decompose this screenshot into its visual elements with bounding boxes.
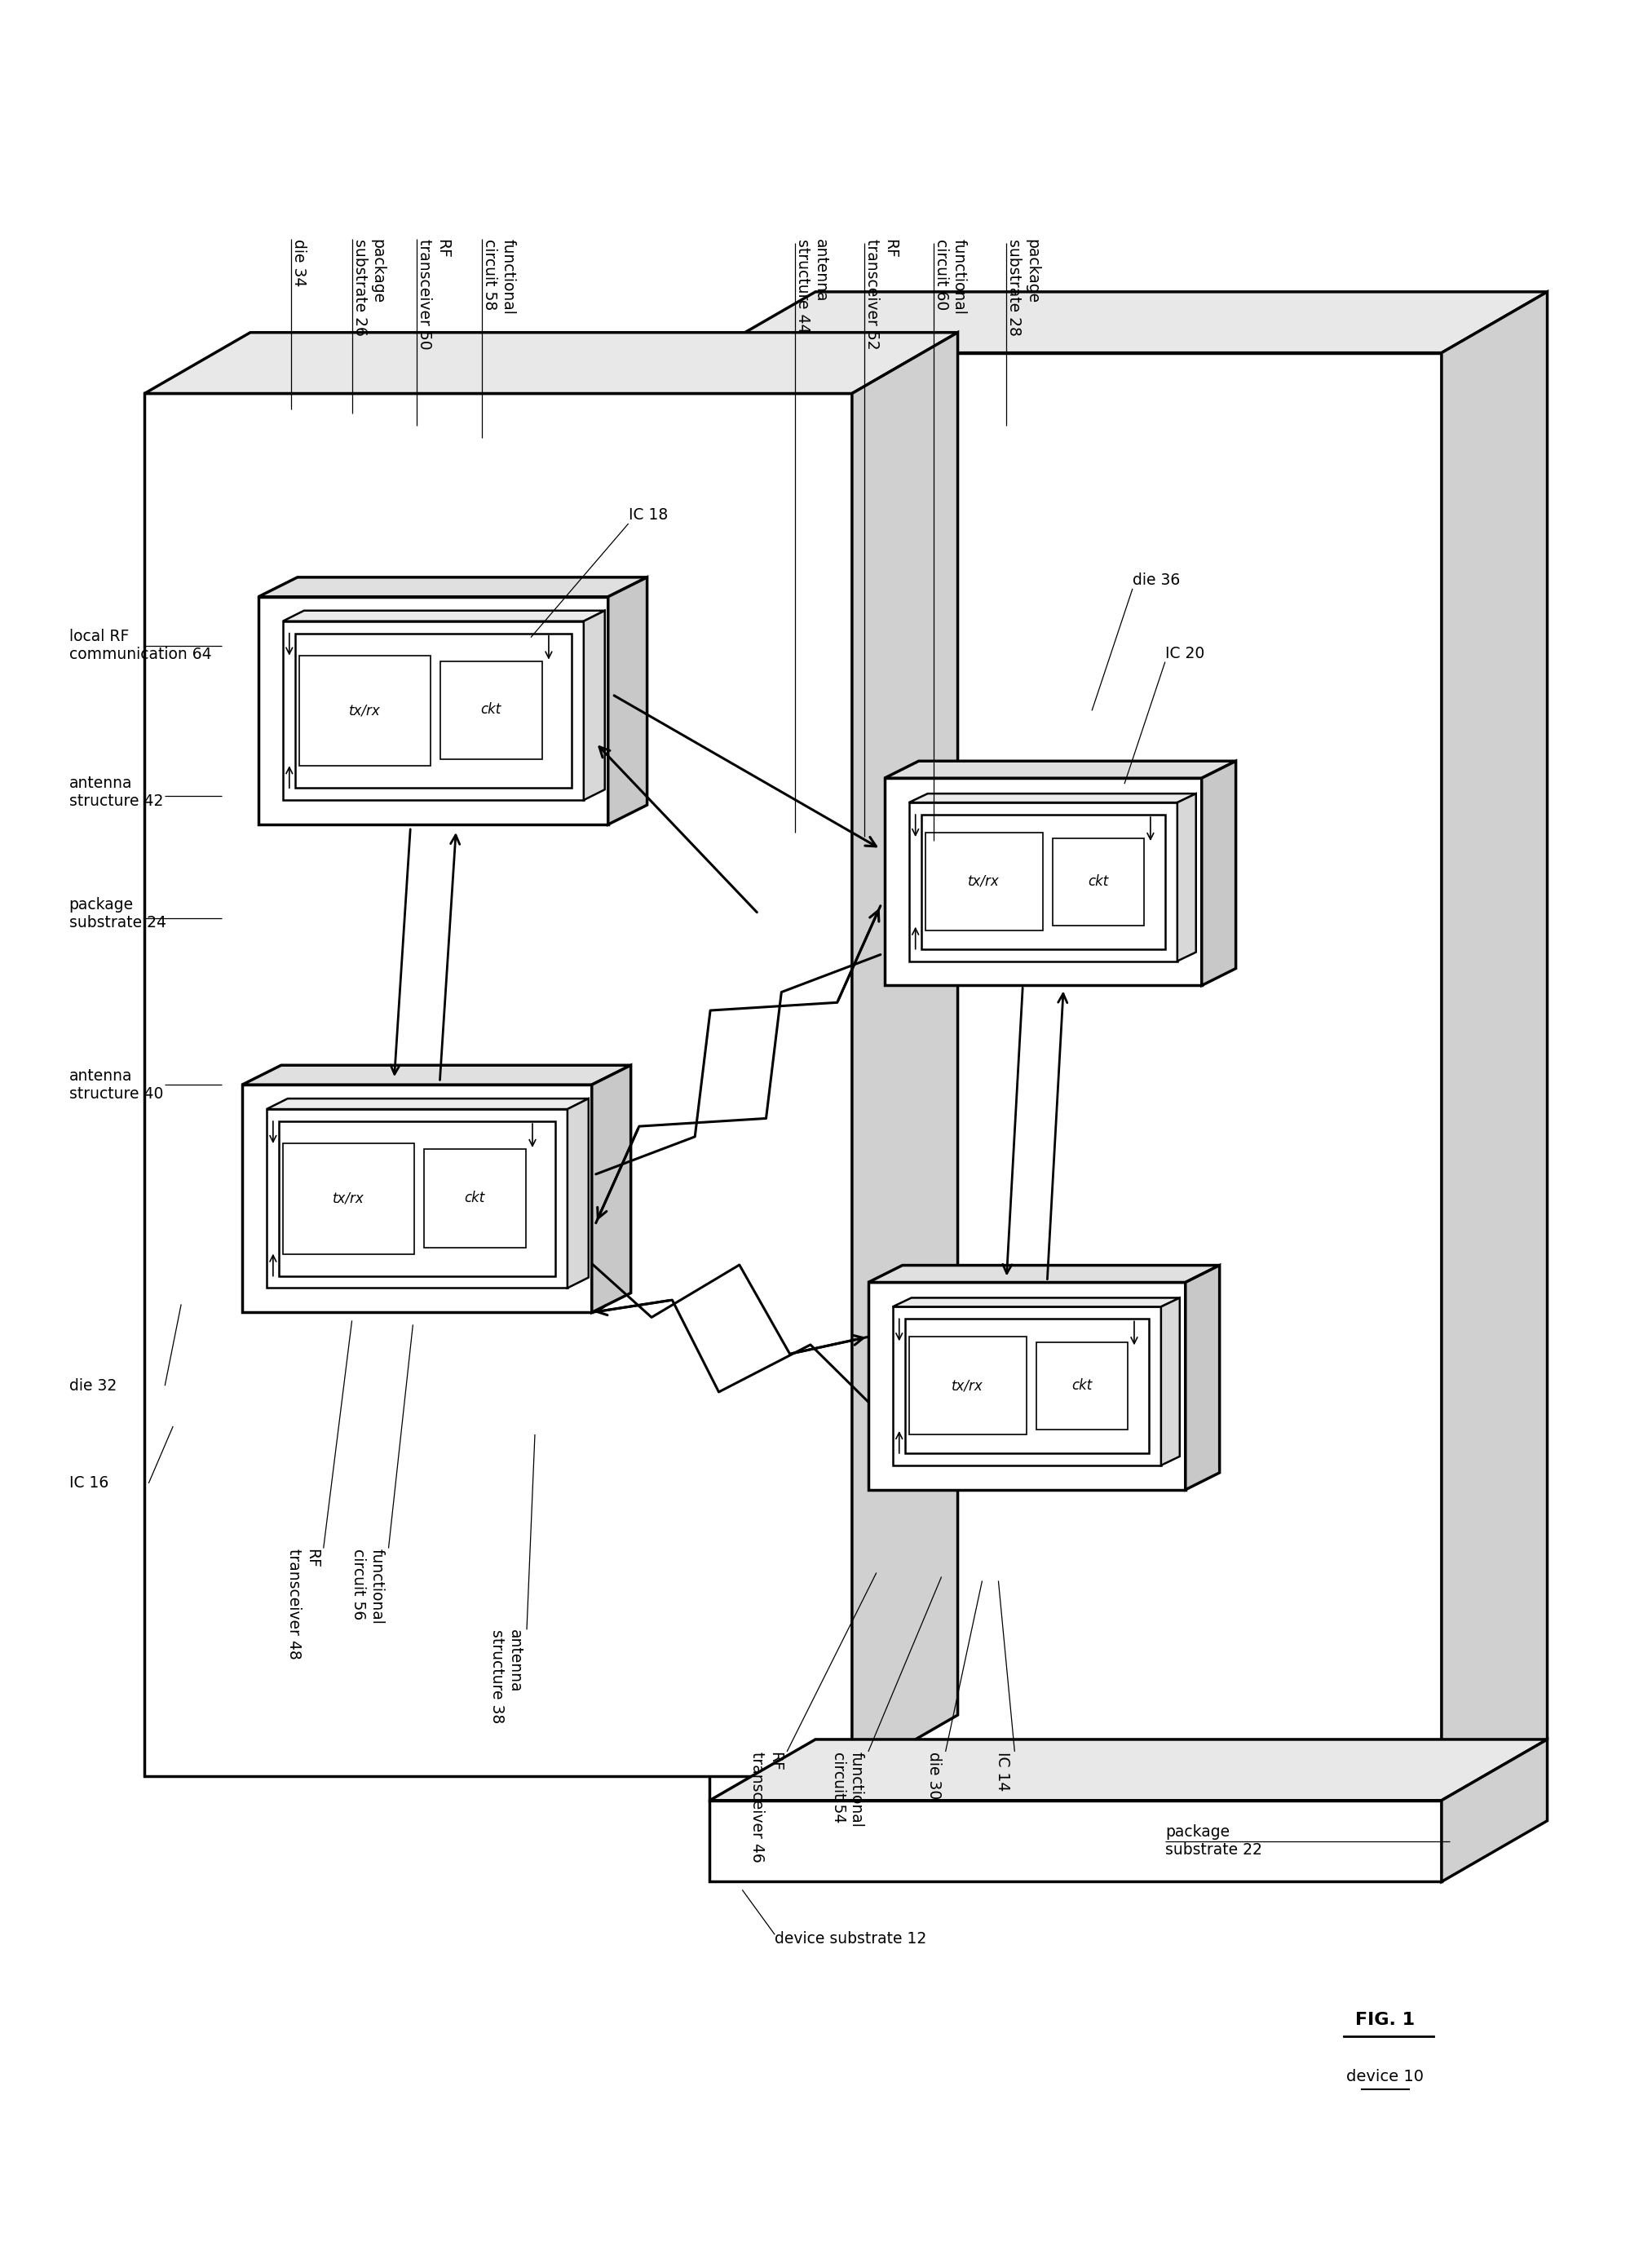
Polygon shape: [591, 1066, 631, 1313]
Text: ckt: ckt: [464, 1190, 486, 1206]
Polygon shape: [892, 1306, 1161, 1466]
Polygon shape: [909, 794, 1196, 803]
Polygon shape: [1201, 760, 1236, 984]
Polygon shape: [884, 778, 1201, 984]
Text: ckt: ckt: [1089, 874, 1108, 889]
Polygon shape: [1178, 794, 1196, 962]
Polygon shape: [296, 634, 572, 788]
Text: tx/rx: tx/rx: [968, 874, 999, 889]
Polygon shape: [922, 815, 1165, 948]
Text: RF
transceiver 52: RF transceiver 52: [864, 240, 897, 349]
Polygon shape: [258, 577, 648, 597]
Text: IC 16: IC 16: [69, 1475, 109, 1491]
Text: local RF
communication 64: local RF communication 64: [69, 629, 211, 663]
Polygon shape: [884, 760, 1236, 778]
Text: tx/rx: tx/rx: [952, 1378, 983, 1394]
Polygon shape: [1052, 837, 1143, 926]
Polygon shape: [608, 577, 648, 824]
Polygon shape: [1442, 292, 1548, 1801]
Polygon shape: [869, 1283, 1186, 1489]
Text: package
substrate 26: package substrate 26: [352, 240, 385, 335]
Polygon shape: [909, 1337, 1028, 1435]
Polygon shape: [710, 1740, 1548, 1801]
Text: IC 14: IC 14: [995, 1752, 1011, 1790]
Text: antenna
structure 40: antenna structure 40: [69, 1068, 164, 1102]
Polygon shape: [243, 1066, 631, 1084]
Text: tx/rx: tx/rx: [349, 704, 380, 717]
Polygon shape: [1186, 1265, 1219, 1489]
Polygon shape: [258, 597, 608, 824]
Polygon shape: [145, 394, 852, 1776]
Polygon shape: [710, 353, 1442, 1801]
Text: antenna
structure 42: antenna structure 42: [69, 776, 164, 808]
Polygon shape: [425, 1150, 525, 1247]
Polygon shape: [1442, 1740, 1548, 1883]
Polygon shape: [441, 661, 542, 760]
Text: device 10: device 10: [1346, 2068, 1424, 2084]
Text: package
substrate 24: package substrate 24: [69, 896, 165, 930]
Text: ckt: ckt: [481, 702, 501, 717]
Text: IC 18: IC 18: [628, 507, 667, 523]
Text: antenna
structure 38: antenna structure 38: [489, 1629, 522, 1724]
Text: functional
circuit 58: functional circuit 58: [482, 240, 515, 315]
Polygon shape: [266, 1109, 567, 1288]
Polygon shape: [925, 833, 1042, 930]
Polygon shape: [282, 620, 583, 801]
Text: IC 20: IC 20: [1165, 645, 1204, 661]
Text: die 36: die 36: [1133, 573, 1180, 588]
Polygon shape: [1036, 1342, 1128, 1430]
Text: antenna
structure 44: antenna structure 44: [795, 240, 829, 333]
Text: die 30: die 30: [927, 1752, 942, 1799]
Polygon shape: [1161, 1297, 1180, 1466]
Text: functional
circuit 56: functional circuit 56: [350, 1548, 385, 1625]
Text: tx/rx: tx/rx: [332, 1190, 365, 1206]
Polygon shape: [567, 1098, 588, 1288]
Polygon shape: [909, 803, 1178, 962]
Polygon shape: [243, 1084, 591, 1313]
Polygon shape: [583, 611, 605, 801]
Text: die 32: die 32: [69, 1378, 116, 1394]
Text: package
substrate 28: package substrate 28: [1006, 240, 1041, 335]
Polygon shape: [905, 1319, 1148, 1453]
Text: RF
transceiver 48: RF transceiver 48: [286, 1548, 319, 1659]
Text: device substrate 12: device substrate 12: [775, 1930, 927, 1946]
Polygon shape: [145, 333, 958, 394]
Text: functional
circuit 60: functional circuit 60: [933, 240, 966, 315]
Polygon shape: [282, 611, 605, 620]
Polygon shape: [266, 1098, 588, 1109]
Polygon shape: [892, 1297, 1180, 1306]
Text: functional
circuit 54: functional circuit 54: [831, 1752, 864, 1826]
Polygon shape: [299, 656, 431, 765]
Polygon shape: [710, 292, 1548, 353]
Text: ckt: ckt: [1072, 1378, 1092, 1394]
Polygon shape: [282, 1143, 415, 1254]
Polygon shape: [279, 1122, 555, 1276]
Text: RF
transceiver 50: RF transceiver 50: [416, 240, 451, 349]
Text: package
substrate 22: package substrate 22: [1165, 1824, 1262, 1858]
Text: RF
transceiver 46: RF transceiver 46: [750, 1752, 783, 1862]
Polygon shape: [869, 1265, 1219, 1283]
Text: die 34: die 34: [291, 240, 306, 287]
Text: FIG. 1: FIG. 1: [1355, 2012, 1414, 2028]
Polygon shape: [710, 1801, 1442, 1883]
Polygon shape: [852, 333, 958, 1776]
